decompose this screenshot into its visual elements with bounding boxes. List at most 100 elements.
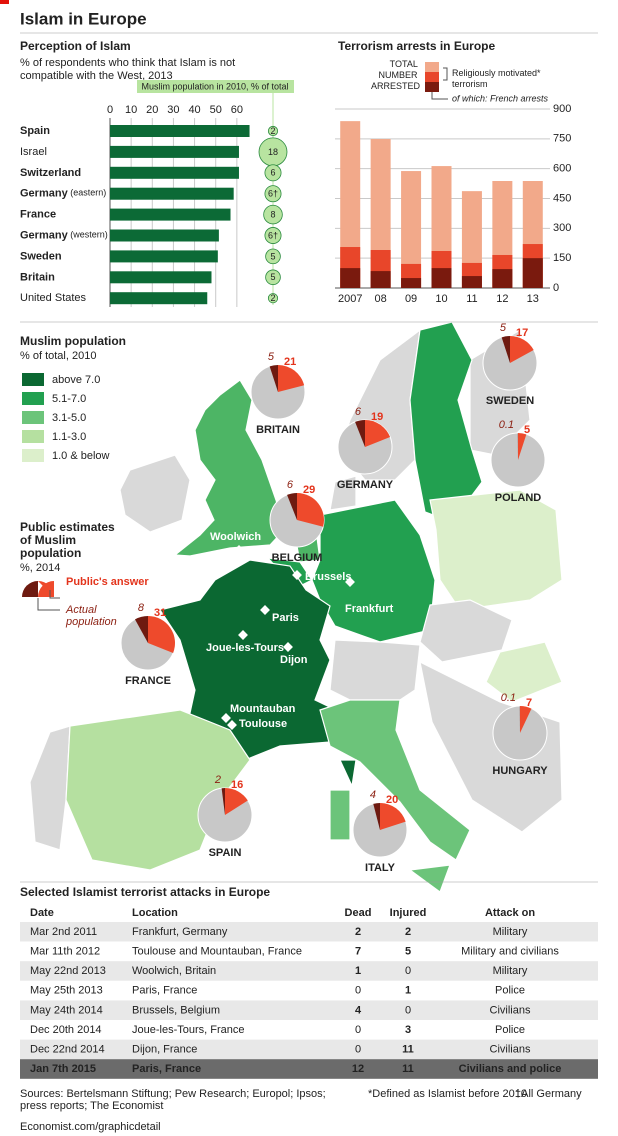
sources: Sources: Bertelsmann Stiftung; Pew Resea… — [20, 1088, 329, 1112]
x-tick-label: 2007 — [338, 293, 362, 305]
pie-country: GERMANY — [337, 479, 394, 491]
bar — [110, 187, 234, 200]
city-marker — [234, 545, 244, 555]
pie-estimate-label: 17 — [516, 327, 528, 339]
chart-subtitle: % of respondents who think that Islam is… — [20, 57, 238, 82]
table-cell: Military and civilians — [461, 946, 559, 958]
x-tick-label: 10 — [125, 104, 137, 116]
x-tick-label: 30 — [167, 104, 179, 116]
sardinia — [329, 789, 351, 841]
pie-estimate — [510, 336, 534, 363]
population-bubble — [264, 185, 282, 203]
table-cell: 4 — [355, 1004, 362, 1016]
central-europe — [419, 599, 513, 663]
poland — [429, 489, 563, 611]
pie-actual-label: 6 — [287, 479, 294, 491]
x-tick-label: 20 — [146, 104, 158, 116]
pie-actual-label: 5 — [500, 322, 507, 334]
germany — [311, 499, 436, 643]
pie-estimate — [225, 788, 248, 815]
chart-title: Perception of Islam — [20, 39, 131, 53]
pie-estimate-label: 5 — [524, 424, 530, 436]
table-row-bg — [20, 980, 598, 1001]
population-bubble — [265, 269, 281, 286]
table-cell: 0 — [355, 1024, 361, 1036]
table-row-bg — [20, 1020, 598, 1040]
pie-actual-label: 0.1 — [501, 692, 516, 704]
table-cell: Military — [493, 926, 528, 938]
bar — [110, 208, 231, 221]
y-tick-label: 600 — [553, 163, 571, 175]
legend-label: above 7.0 — [52, 374, 100, 386]
table-cell: 5 — [405, 946, 411, 958]
table-cell: May 22nd 2013 — [30, 965, 106, 977]
y-tick-label: 900 — [553, 103, 571, 115]
bar — [110, 292, 208, 305]
footnote: †All Germany — [515, 1088, 582, 1100]
table-cell: 2 — [355, 926, 361, 938]
category-label: Israel — [20, 146, 47, 158]
x-tick-label: 10 — [435, 293, 447, 305]
x-tick-label: 13 — [527, 293, 539, 305]
pie-estimate — [518, 433, 527, 460]
table-cell: 11 — [402, 1044, 414, 1056]
table-cell: 0 — [405, 1004, 411, 1016]
bubble-label: 6 — [270, 168, 275, 178]
population-bubble — [264, 227, 282, 244]
hungary — [485, 641, 563, 703]
table-cell: Brussels, Belgium — [132, 1004, 220, 1016]
britain — [173, 379, 285, 557]
table-cell: 3 — [405, 1024, 411, 1036]
table-row-bg — [20, 1000, 598, 1020]
pie-actual — [134, 616, 148, 643]
bar — [431, 268, 452, 288]
legend-bracket — [443, 67, 448, 81]
bubble-header: Muslim population in 2010, % of total — [141, 81, 288, 91]
x-tick-label: 08 — [375, 293, 387, 305]
category-label: United States — [20, 292, 87, 304]
city-label: Brussels — [305, 571, 351, 583]
table-cell: May 25th 2013 — [30, 985, 103, 997]
pie-actual — [355, 420, 365, 447]
table-cell: Frankfurt, Germany — [132, 926, 228, 938]
legend-label: Religiously motivated* terrorism — [452, 68, 543, 89]
pie-country: BRITAIN — [256, 424, 300, 436]
legend-swatch — [425, 62, 439, 72]
france — [159, 559, 341, 763]
pie-estimate-label: 19 — [371, 411, 383, 423]
pie-actual-label: 6 — [355, 406, 362, 418]
legend-swatch — [22, 411, 44, 424]
legend-swatch — [425, 82, 439, 92]
city-label: Paris — [272, 612, 299, 624]
pie-country: POLAND — [495, 492, 542, 504]
portugal — [29, 725, 71, 851]
bar — [110, 125, 250, 137]
table-cell: Civilians and police — [459, 1063, 562, 1075]
legend-actual-label: Actual population — [65, 604, 117, 628]
city-marker — [292, 570, 302, 580]
category-label: Switzerland — [20, 167, 81, 179]
bubble-label: 2 — [270, 126, 275, 136]
pie-estimate — [297, 493, 324, 527]
column-header: Injured — [390, 907, 427, 919]
pie-estimate-label: 21 — [284, 356, 296, 368]
corsica — [339, 759, 357, 789]
y-tick-label: 450 — [553, 192, 571, 204]
x-tick-label: 09 — [405, 293, 417, 305]
table-cell: May 24th 2014 — [30, 1004, 103, 1016]
pie-actual-label: 8 — [138, 602, 145, 614]
category-label: France — [20, 209, 56, 221]
column-header: Location — [132, 907, 178, 919]
legend-swatch — [425, 72, 439, 82]
y-tick-label: 0 — [553, 282, 559, 294]
pie-country: ITALY — [365, 862, 396, 874]
y-tick-label: 150 — [553, 252, 571, 264]
pie-actual-label: 5 — [268, 351, 275, 363]
table-row-bg — [20, 941, 598, 962]
table-row-bg — [20, 1039, 598, 1060]
sicily — [408, 864, 451, 893]
x-tick-label: 60 — [231, 104, 243, 116]
city-marker — [283, 642, 293, 652]
legend-actual — [22, 581, 38, 597]
legend-swatch — [22, 449, 44, 462]
